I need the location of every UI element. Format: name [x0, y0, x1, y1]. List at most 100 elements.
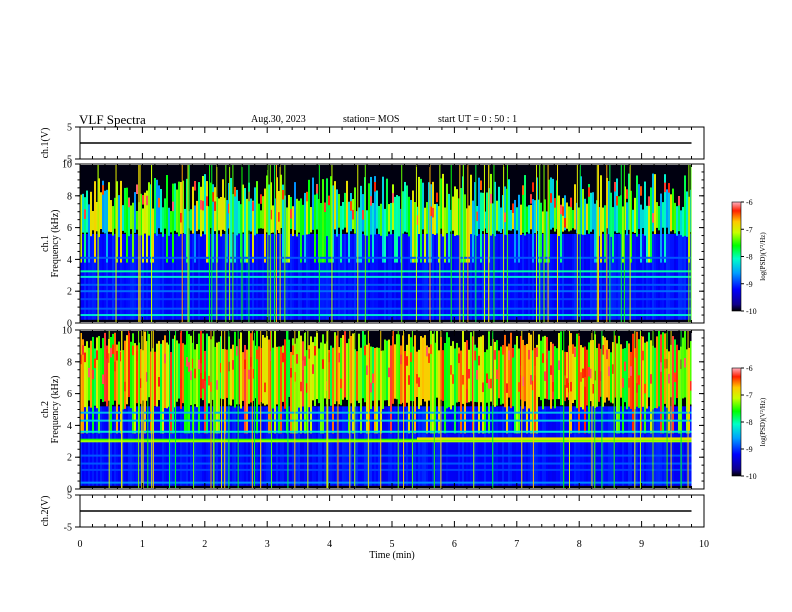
spectrum-intense	[480, 180, 482, 191]
spectrum-low-band	[682, 406, 684, 486]
spectrum-hiss	[308, 179, 310, 235]
spectrum-hiss	[474, 344, 476, 402]
xtick-label: 1	[140, 539, 145, 550]
spectrum-hiss	[352, 333, 354, 434]
spectrum-hiss	[188, 334, 190, 434]
spectrum-hiss	[448, 193, 450, 263]
spectrum-hiss	[102, 180, 104, 233]
sferic	[380, 331, 382, 488]
spectrum-low-band	[646, 406, 648, 486]
spectrum-hiss	[654, 347, 656, 409]
spectrum-hiss	[276, 346, 278, 405]
spectrum-low-band	[518, 406, 520, 486]
ch2-voltage-ytick-label: -5	[64, 523, 72, 534]
spectrum-hiss	[154, 178, 156, 234]
sferic	[181, 165, 183, 322]
spectrum-hiss	[618, 335, 620, 434]
spectrum-hiss	[424, 335, 426, 402]
spectrum-hiss	[378, 347, 380, 401]
date-label: Aug.30, 2023	[251, 114, 306, 125]
spectrum-hiss	[160, 188, 162, 233]
spectrum-intense	[486, 373, 488, 383]
spectrum-intense	[180, 212, 182, 223]
spectrum-hiss	[306, 198, 308, 235]
spectrum-hiss	[648, 203, 650, 263]
spectrum-intense	[558, 360, 560, 370]
spectrum-low-band	[448, 406, 450, 486]
sferic	[687, 331, 689, 488]
spectrum-intense	[490, 378, 492, 389]
station-label: station= MOS	[343, 114, 400, 125]
spectrum-hiss	[514, 199, 516, 263]
spectrum-hiss	[624, 186, 626, 231]
spectrum-hiss	[86, 190, 88, 233]
spectrum-hiss	[214, 346, 216, 434]
spectrum-hiss	[438, 206, 440, 263]
spectrum-low-band	[516, 406, 518, 486]
spectrum-hiss	[418, 176, 420, 234]
spectrum-low-band	[296, 406, 298, 486]
spectrum-intense	[290, 209, 292, 219]
spectrum-hiss	[222, 179, 224, 230]
spectrum-low-band	[580, 406, 582, 486]
spectrum-low-band	[136, 406, 138, 486]
spectrum-low-band	[664, 406, 666, 486]
spectrum-low-band	[474, 406, 476, 486]
spectrum-low-band	[566, 406, 568, 486]
spectrum-hiss	[328, 198, 330, 263]
sferic	[364, 165, 366, 322]
sferic	[576, 165, 578, 322]
spectrum-low-band	[364, 406, 366, 486]
spectrum-low-band	[392, 406, 394, 486]
spectrum-low-band	[310, 406, 312, 486]
spectrum-hiss	[298, 200, 300, 233]
spectrum-low-band	[636, 406, 638, 486]
spectrum-low-band	[556, 406, 558, 486]
spectrum-low-band	[264, 406, 266, 486]
spectrum-hiss	[630, 351, 632, 409]
spectrum-hiss	[176, 340, 178, 402]
spectrum-line	[80, 438, 692, 441]
spectrum-low-band	[460, 406, 462, 486]
sferic	[543, 165, 545, 322]
spectrum-hiss	[382, 176, 384, 263]
spectrum-hiss	[148, 333, 150, 398]
spectrum-low-band	[454, 406, 456, 486]
spectrum-hiss	[290, 351, 292, 434]
ch1-spectrogram-ytick-label: 2	[67, 287, 72, 298]
spectrum-line	[80, 314, 692, 317]
spectrum-low-band	[92, 406, 94, 486]
spectrum-intense	[552, 382, 554, 392]
spectrum-hiss	[640, 204, 642, 263]
spectrum-hiss	[272, 347, 274, 409]
spectrum-low-band	[262, 406, 264, 486]
ch1-spectrogram-colorbar-tick-label: -9	[746, 280, 753, 289]
spectrum-intense	[636, 383, 638, 393]
spectrum-hiss	[96, 201, 98, 232]
spectrum-intense	[220, 362, 222, 373]
spectrum-hiss	[586, 349, 588, 406]
sferic	[652, 331, 654, 488]
spectrum-intense	[400, 354, 402, 365]
spectrum-low-band	[424, 406, 426, 486]
spectrum-low-band	[384, 406, 386, 486]
spectrum-hiss	[150, 184, 152, 263]
spectrum-low-band	[114, 406, 116, 486]
spectrum-intense	[572, 344, 574, 354]
spectrum-low-band	[98, 406, 100, 486]
spectrum-hiss	[176, 189, 178, 233]
spectrum-hiss	[576, 333, 578, 409]
spectrum-hiss	[572, 346, 574, 404]
spectrum-hiss	[648, 332, 650, 398]
spectrum-intense	[300, 381, 302, 392]
ch2-spectrogram-colorbar-tick-label: -10	[746, 472, 757, 481]
sferic	[175, 331, 177, 488]
spectrum-hiss	[336, 335, 338, 402]
spectrum-hiss	[538, 199, 540, 263]
spectrum-hiss	[500, 346, 502, 405]
spectrum-hiss	[484, 352, 486, 434]
spectrum-low-band	[104, 406, 106, 486]
spectrum-hiss	[678, 196, 680, 232]
spectrum-hiss	[242, 352, 244, 401]
spectrum-hiss	[458, 198, 460, 236]
